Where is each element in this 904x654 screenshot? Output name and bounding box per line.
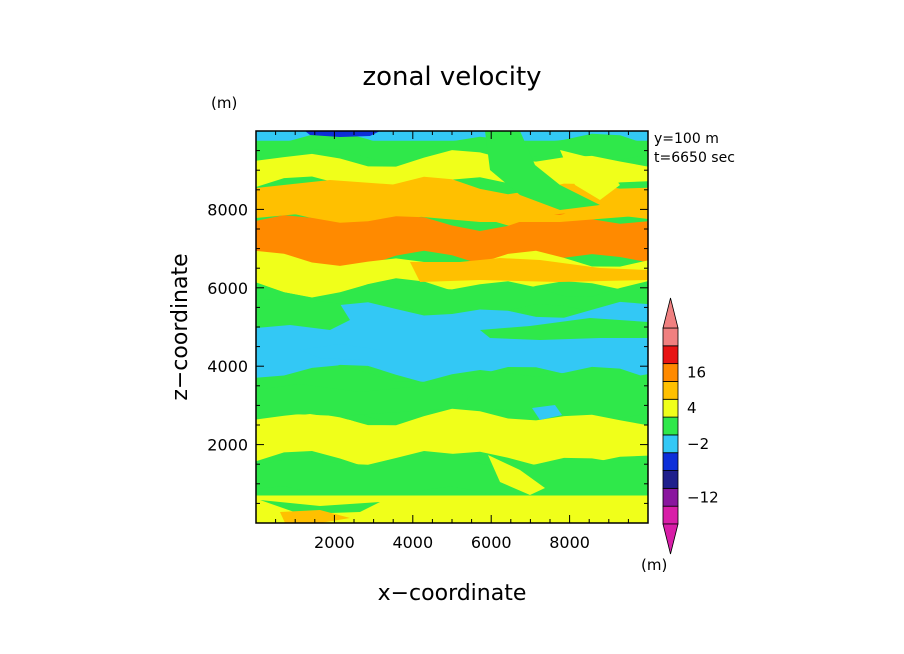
tick-marks xyxy=(256,131,648,523)
contour-field xyxy=(256,131,648,523)
contour-band xyxy=(256,495,648,523)
contour-patch xyxy=(256,384,470,416)
colorbar-label: 4 xyxy=(687,399,697,417)
x-tick-label: 6000 xyxy=(471,533,512,552)
colorbar-label: −12 xyxy=(687,488,719,506)
contour-patch xyxy=(300,344,380,360)
colorbar-segment xyxy=(662,345,679,365)
colorbar-label: −2 xyxy=(687,435,709,453)
contour-patch xyxy=(410,258,648,282)
contour-band xyxy=(256,451,648,506)
colorbar-segment xyxy=(662,505,679,525)
chart-title: zonal velocity xyxy=(362,62,541,92)
contour-patch xyxy=(280,510,350,523)
colorbar-extend-bottom xyxy=(662,523,679,555)
annotation-t: t=6650 sec xyxy=(654,150,735,166)
contour-patch xyxy=(305,131,380,137)
colorbar-segment xyxy=(662,381,679,400)
annotation-y: y=100 m xyxy=(654,131,719,147)
y-tick-label: 8000 xyxy=(207,200,248,219)
y-tick-label: 2000 xyxy=(207,436,248,455)
colorbar-segment xyxy=(662,434,679,454)
contour-band xyxy=(256,131,648,168)
colorbar-segment xyxy=(662,363,679,382)
contour-patch xyxy=(256,414,380,444)
x-tick-labels: 2000 4000 6000 8000 xyxy=(314,533,590,552)
x-tick-label: 8000 xyxy=(549,533,590,552)
colorbar-segment xyxy=(662,398,679,418)
contour-patch xyxy=(256,180,648,222)
x-axis-label: x−coordinate xyxy=(378,581,527,606)
annotation-block: y=100 m t=6650 sec xyxy=(654,131,735,166)
contour-patch xyxy=(485,131,600,210)
colorbar-label: 16 xyxy=(687,364,706,382)
y-tick-label: 6000 xyxy=(207,279,248,298)
y-unit-label: (m) xyxy=(211,94,237,112)
y-tick-label: 4000 xyxy=(207,357,248,376)
colorbar-segment xyxy=(662,470,679,489)
contour-band xyxy=(256,301,648,384)
contour-band xyxy=(256,281,648,321)
contour-patch xyxy=(488,455,545,495)
colorbar-unit-label: (m) xyxy=(641,556,667,574)
colorbar-segment xyxy=(662,327,679,347)
x-tick-label: 4000 xyxy=(392,533,433,552)
y-axis-label: z−coordinate xyxy=(168,253,193,400)
contour-patch xyxy=(260,500,380,514)
contour-patch xyxy=(480,318,648,340)
colorbar-segment xyxy=(662,487,679,507)
contour-patch xyxy=(256,298,350,330)
x-tick-label: 2000 xyxy=(314,533,355,552)
y-tick-labels: 2000 4000 6000 8000 xyxy=(207,200,248,454)
colorbar: 16 4 −2 −12 xyxy=(662,297,719,555)
contour-patch xyxy=(560,150,620,200)
colorbar-segment xyxy=(662,416,679,436)
colorbar-segment xyxy=(662,452,679,471)
colorbar-extend-top xyxy=(662,297,679,329)
contour-patch xyxy=(532,405,562,420)
